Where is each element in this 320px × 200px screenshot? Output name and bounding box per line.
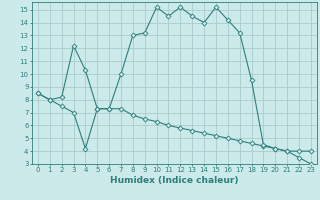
X-axis label: Humidex (Indice chaleur): Humidex (Indice chaleur) <box>110 176 239 185</box>
